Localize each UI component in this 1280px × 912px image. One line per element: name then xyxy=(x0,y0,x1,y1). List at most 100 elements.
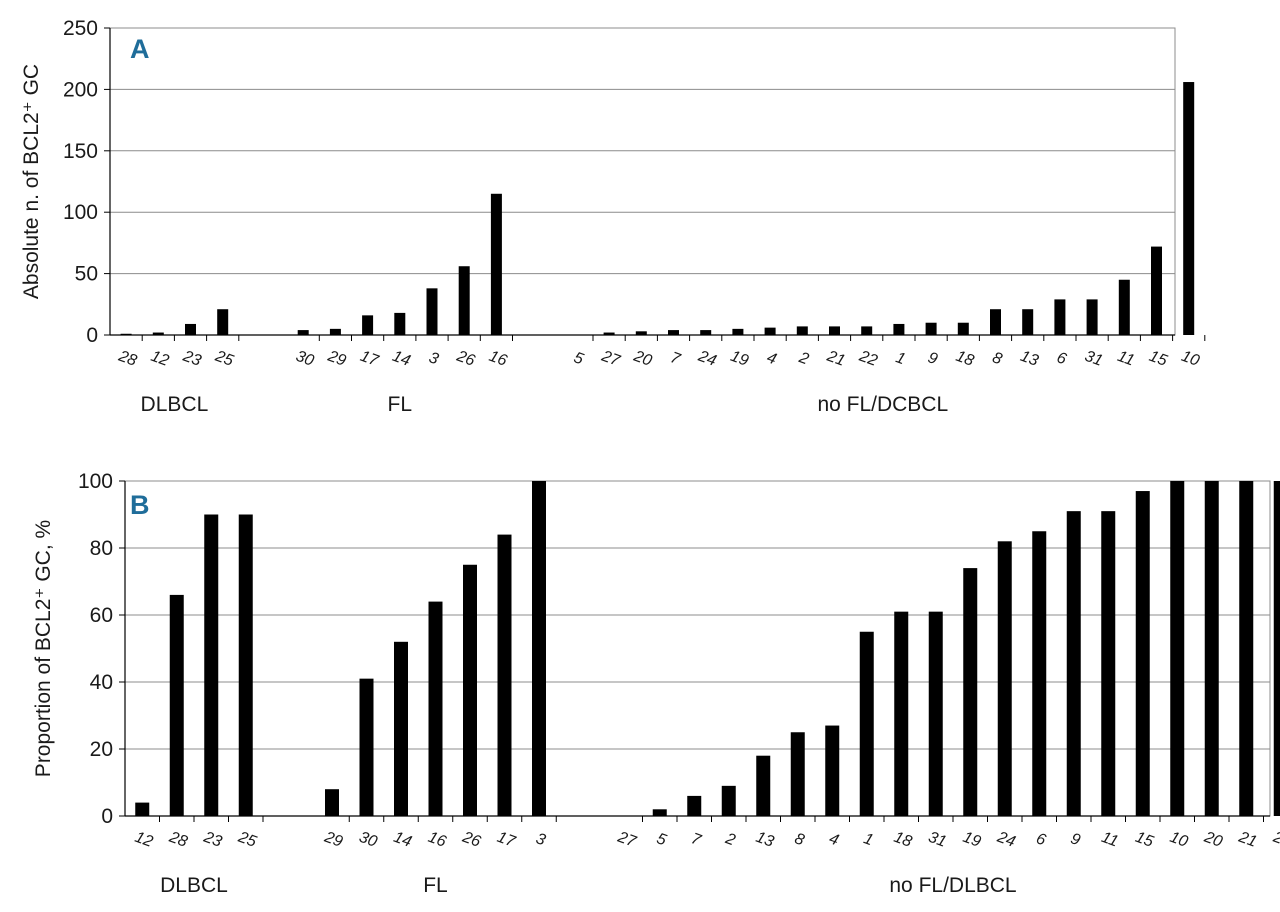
bar-a-29 xyxy=(329,328,341,335)
x-tick-label-b-31: 31 xyxy=(926,829,949,851)
x-tick-label-b-10: 10 xyxy=(1168,829,1191,851)
x-tick-label-a-18: 18 xyxy=(954,348,977,370)
y-tick-label-b-3: 60 xyxy=(90,604,113,627)
x-tick-label-b-13: 13 xyxy=(754,829,777,851)
x-tick-label-a-1: 1 xyxy=(893,349,907,368)
x-tick-label-b-15: 15 xyxy=(1133,829,1156,851)
bar-a-12 xyxy=(152,332,164,335)
x-tick-label-a-22: 22 xyxy=(856,347,880,369)
y-tick-label-a-5: 250 xyxy=(63,17,98,40)
x-tick-label-b-25: 25 xyxy=(235,828,259,850)
bar-a-9 xyxy=(925,322,937,335)
x-tick-label-b-23: 23 xyxy=(201,828,225,850)
y-tick-label-a-2: 100 xyxy=(63,201,98,224)
bar-b-29 xyxy=(325,789,339,816)
x-tick-label-a-10: 10 xyxy=(1179,348,1202,370)
bar-b-22 xyxy=(1273,481,1280,816)
x-tick-label-a-27: 27 xyxy=(598,347,623,370)
group-label-a-1: FL xyxy=(388,393,413,416)
y-tick-label-b-4: 80 xyxy=(90,537,113,560)
x-tick-label-b-28: 28 xyxy=(166,828,190,850)
x-tick-label-a-11: 11 xyxy=(1115,348,1136,370)
bar-a-21 xyxy=(829,326,840,335)
x-tick-label-a-14: 14 xyxy=(390,348,413,370)
x-tick-label-b-24: 24 xyxy=(994,828,1018,850)
y-tick-label-b-2: 40 xyxy=(90,671,113,694)
bar-a-14 xyxy=(394,312,406,335)
x-tick-label-a-3: 3 xyxy=(426,349,440,368)
bar-a-17 xyxy=(362,315,374,335)
x-tick-label-b-9: 9 xyxy=(1068,830,1082,849)
bar-b-17 xyxy=(497,534,512,816)
x-tick-label-a-9: 9 xyxy=(926,349,940,368)
x-tick-label-a-31: 31 xyxy=(1082,348,1105,370)
bar-b-24 xyxy=(997,541,1012,816)
x-tick-label-a-16: 16 xyxy=(487,348,510,370)
x-tick-label-b-20: 20 xyxy=(1201,828,1225,850)
bar-b-11 xyxy=(1101,511,1116,816)
x-tick-label-a-29: 29 xyxy=(325,347,349,369)
bar-a-27 xyxy=(603,332,615,335)
group-label-a-2: no FL/DCBCL xyxy=(817,393,948,416)
bar-a-8 xyxy=(990,309,1001,335)
panel-letter-b: B xyxy=(130,490,150,520)
bar-a-26 xyxy=(458,266,470,335)
x-tick-label-b-19: 19 xyxy=(961,829,984,851)
x-tick-label-b-21: 21 xyxy=(1236,828,1259,850)
bar-b-1 xyxy=(859,631,874,816)
bar-b-23 xyxy=(204,514,219,816)
x-tick-label-a-17: 17 xyxy=(358,348,382,370)
bar-b-2 xyxy=(721,785,736,816)
x-tick-label-a-7: 7 xyxy=(668,349,683,368)
x-tick-label-b-18: 18 xyxy=(892,829,915,851)
x-tick-label-b-8: 8 xyxy=(792,830,806,849)
x-tick-label-b-3: 3 xyxy=(533,830,547,849)
x-tick-label-b-11: 11 xyxy=(1099,829,1120,851)
bar-b-6 xyxy=(1032,531,1047,816)
bar-b-15 xyxy=(1135,491,1150,816)
bar-b-18 xyxy=(894,611,909,816)
bar-a-19 xyxy=(732,328,744,335)
y-tick-label-a-1: 50 xyxy=(75,263,98,286)
bar-a-13 xyxy=(1022,309,1034,335)
group-label-b-1: FL xyxy=(423,874,448,897)
x-tick-label-b-30: 30 xyxy=(357,829,380,851)
bar-b-3 xyxy=(532,481,546,816)
x-tick-label-b-29: 29 xyxy=(321,828,345,850)
bar-a-31 xyxy=(1086,299,1098,335)
bar-a-23 xyxy=(185,323,196,335)
x-tick-label-b-2: 2 xyxy=(722,830,737,849)
plot-frame-a xyxy=(109,27,1176,336)
bar-a-11 xyxy=(1118,279,1130,335)
bar-a-3 xyxy=(426,288,438,335)
y-tick-label-b-1: 20 xyxy=(90,738,113,761)
y-axis-label-a: Absolute n. of BCL2⁺ GC xyxy=(20,64,43,299)
x-tick-label-a-2: 2 xyxy=(796,349,811,368)
bar-b-30 xyxy=(359,678,374,816)
x-tick-label-b-4: 4 xyxy=(827,830,841,849)
x-tick-label-a-28: 28 xyxy=(115,347,139,369)
x-tick-label-b-1: 1 xyxy=(861,830,875,849)
bar-b-12 xyxy=(135,802,150,816)
bar-b-9 xyxy=(1066,511,1081,816)
x-tick-label-b-6: 6 xyxy=(1034,830,1048,849)
bar-b-7 xyxy=(687,795,702,816)
bar-b-28 xyxy=(169,594,184,816)
x-tick-label-a-12: 12 xyxy=(149,348,172,370)
y-tick-label-a-0: 0 xyxy=(86,324,98,347)
x-tick-label-a-13: 13 xyxy=(1018,348,1041,370)
bar-b-31 xyxy=(928,611,943,816)
group-label-a-0: DLBCL xyxy=(141,393,209,416)
x-tick-label-a-5: 5 xyxy=(571,349,585,368)
x-tick-label-b-17: 17 xyxy=(495,829,519,851)
bar-a-1 xyxy=(893,323,905,335)
x-tick-label-a-21: 21 xyxy=(824,347,847,369)
bar-a-7 xyxy=(668,330,679,335)
bar-a-15 xyxy=(1151,246,1162,335)
x-tick-label-b-12: 12 xyxy=(133,829,156,851)
x-tick-label-b-5: 5 xyxy=(654,830,668,849)
y-tick-label-a-3: 150 xyxy=(63,140,98,163)
